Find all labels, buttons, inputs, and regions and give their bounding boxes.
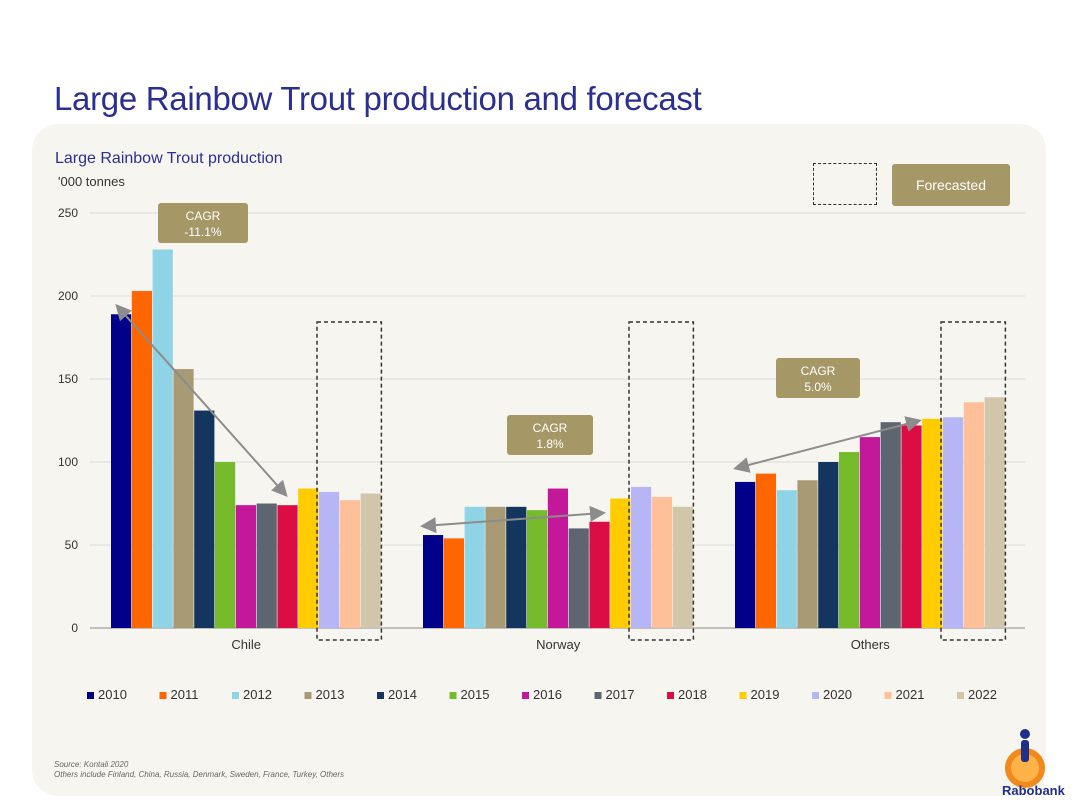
x-category-label: Norway [536, 637, 581, 652]
bar-norway-2019 [610, 498, 631, 628]
source-note: Source: Kontali 2020 Others include Finl… [54, 760, 344, 780]
bar-norway-2014 [506, 506, 527, 628]
forecast-dashed-box [628, 321, 695, 641]
cagr-label: CAGR [532, 421, 568, 435]
legend-swatch-2018 [667, 692, 674, 699]
bar-norway-2013 [485, 506, 506, 628]
legend-swatch-2020 [812, 692, 819, 699]
page-title: Large Rainbow Trout production and forec… [54, 80, 702, 117]
bar-others-2015 [839, 452, 860, 628]
y-tick-label: 50 [65, 538, 79, 552]
legend-swatch-2010 [87, 692, 94, 699]
legend-swatch-2022 [957, 692, 964, 699]
logo-text: Rabobank [1002, 783, 1065, 798]
legend-label-2014: 2014 [388, 687, 417, 702]
bar-chile-2020 [319, 491, 340, 628]
legend-swatch-2019 [739, 692, 747, 699]
bar-norway-2018 [589, 521, 610, 628]
legend-swatch-2017 [594, 692, 602, 699]
bar-chile-2016 [235, 505, 256, 628]
bar-norway-2015 [527, 510, 548, 628]
cagr-value: 5.0% [804, 380, 832, 394]
legend-label-2021: 2021 [896, 687, 925, 702]
forecast-dashed-box [316, 321, 383, 641]
bar-norway-2011 [443, 538, 464, 628]
legend-label-2015: 2015 [461, 687, 490, 702]
bar-others-2013 [797, 480, 818, 628]
bar-norway-2017 [568, 528, 589, 628]
bar-others-2014 [818, 462, 839, 628]
bar-norway-2022 [672, 506, 693, 628]
legend-label-2019: 2019 [751, 687, 780, 702]
legend-label-2012: 2012 [243, 687, 272, 702]
cagr-value: 1.8% [536, 437, 564, 451]
cagr-arrow [733, 416, 922, 473]
y-tick-label: 0 [71, 621, 78, 635]
x-category-label: Chile [231, 637, 261, 652]
bar-norway-2016 [547, 488, 568, 628]
rabobank-logo-icon [1005, 729, 1045, 788]
chart-title: Large Rainbow Trout production [55, 150, 283, 167]
cagr-callout-others: CAGR 5.0% [776, 358, 860, 398]
source-text: Source: Kontali 2020 [54, 760, 129, 769]
cagr-arrow [115, 304, 288, 497]
bar-others-2011 [755, 473, 776, 628]
bar-chile-2014 [194, 410, 215, 628]
bar-others-2012 [776, 490, 797, 628]
legend-label-2020: 2020 [823, 687, 852, 702]
bar-others-2017 [880, 422, 901, 628]
legend-swatch-2011 [159, 692, 167, 699]
legend-swatch-2014 [377, 692, 384, 699]
bar-chile-2019 [298, 488, 319, 628]
bar-chile-2015 [215, 462, 236, 628]
y-tick-label: 100 [58, 455, 78, 469]
forecast-dashed-box [940, 321, 1007, 641]
bar-norway-2012 [464, 506, 485, 628]
bar-norway-2020 [631, 486, 652, 628]
x-category-label: Others [851, 637, 891, 652]
legend-label-2016: 2016 [533, 687, 562, 702]
legend-label-2011: 2011 [171, 687, 199, 702]
bar-norway-2010 [423, 535, 444, 628]
legend-swatch-2021 [884, 692, 892, 699]
cagr-label: CAGR [800, 364, 836, 378]
y-axis-unit-label: '000 tonnes [58, 174, 125, 189]
legend-label-2013: 2013 [316, 687, 345, 702]
legend-swatch-2013 [304, 692, 312, 699]
bar-chile-2021 [339, 500, 360, 628]
cagr-callout-norway: CAGR 1.8% [507, 415, 593, 455]
bar-others-2018 [901, 425, 922, 628]
others-note-text: Others include Finland, China, Russia, D… [54, 770, 345, 779]
bar-others-2022 [984, 397, 1005, 628]
y-tick-label: 250 [58, 206, 78, 220]
bar-others-2010 [735, 481, 756, 628]
forecast-legend-swatch [813, 163, 877, 205]
bar-chile-2012 [152, 249, 173, 628]
bar-chile-2010 [111, 314, 132, 628]
cagr-value: -11.1% [184, 225, 222, 239]
legend-label-2022: 2022 [968, 687, 997, 702]
legend-swatch-2012 [232, 692, 239, 699]
legend-label-2010: 2010 [98, 687, 127, 702]
y-tick-label: 150 [58, 372, 78, 386]
bar-others-2016 [859, 437, 880, 628]
bar-chile-2022 [360, 493, 381, 628]
cagr-arrow [420, 505, 606, 534]
forecast-legend-label: Forecasted [892, 164, 1010, 206]
legend-swatch-2015 [449, 692, 457, 699]
bar-chile-2017 [256, 503, 277, 628]
bar-others-2021 [963, 402, 984, 628]
legend-label-2017: 2017 [606, 687, 635, 702]
bar-others-2019 [922, 418, 943, 628]
y-tick-label: 200 [58, 289, 78, 303]
bar-chile-2018 [277, 505, 298, 628]
bar-norway-2021 [651, 496, 672, 628]
bar-chile-2013 [173, 369, 194, 628]
legend-label-2018: 2018 [678, 687, 707, 702]
cagr-callout-chile: CAGR -11.1% [158, 203, 248, 243]
bar-others-2020 [943, 417, 964, 628]
legend-swatch-2016 [522, 692, 529, 699]
cagr-label: CAGR [185, 209, 221, 223]
